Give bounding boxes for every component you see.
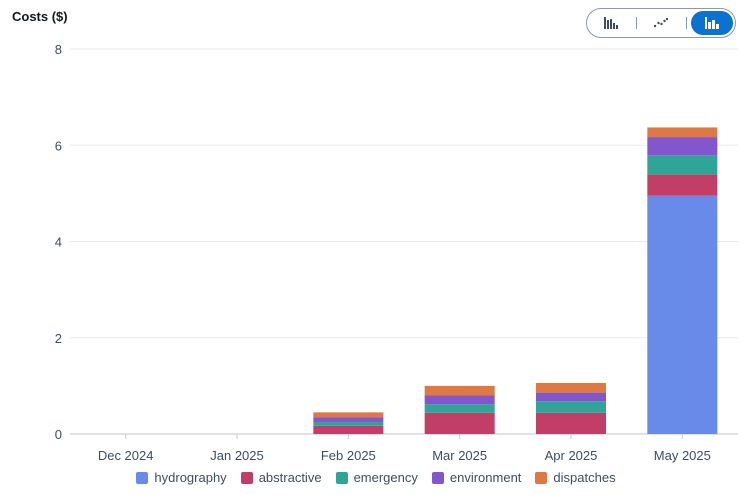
bar-segment <box>313 421 384 426</box>
bar-segment <box>313 417 384 422</box>
legend-item[interactable]: hydrography <box>136 470 227 485</box>
bar-segment <box>424 385 495 396</box>
y-tick-label: 2 <box>55 331 62 346</box>
bar-segment <box>424 404 495 413</box>
y-axis-title: Costs ($) <box>12 9 68 24</box>
legend-label: environment <box>449 470 522 485</box>
stacked-bar-chart-button[interactable] <box>691 11 733 35</box>
bar-segment <box>647 137 718 156</box>
bar-segment <box>647 195 718 434</box>
stacked-bar-chart-icon <box>705 17 719 29</box>
y-tick-label: 8 <box>55 42 62 57</box>
legend-swatch <box>136 471 149 484</box>
legend-item[interactable]: environment <box>431 470 522 485</box>
toggle-separator <box>686 17 687 29</box>
y-tick-label: 0 <box>55 427 62 442</box>
legend-swatch <box>431 471 444 484</box>
y-tick-label: 6 <box>55 138 62 153</box>
bar-chart-button[interactable] <box>589 11 633 35</box>
toggle-separator <box>636 17 637 29</box>
chart-legend: hydrography abstractive emergency environme… <box>0 470 752 485</box>
bar-segment <box>536 382 606 393</box>
chart-type-toggle <box>586 8 736 38</box>
bar-segment <box>647 127 718 138</box>
y-tick-label: 4 <box>55 235 62 250</box>
legend-label: emergency <box>353 470 418 485</box>
bar-segment <box>424 395 495 405</box>
bar-chart-icon <box>604 17 618 29</box>
legend-swatch <box>535 471 548 484</box>
line-chart-button[interactable] <box>639 11 683 35</box>
bar-segment <box>313 412 384 418</box>
legend-label: hydrography <box>154 470 227 485</box>
x-tick-label: Jan 2025 <box>210 448 264 463</box>
legend-swatch <box>240 471 253 484</box>
x-tick-label: Dec 2024 <box>98 448 154 463</box>
legend-label: abstractive <box>258 470 322 485</box>
bar-segment <box>424 412 495 434</box>
legend-item[interactable]: emergency <box>335 470 418 485</box>
bar-segment <box>647 174 718 196</box>
legend-swatch <box>335 471 348 484</box>
bar-segment <box>536 392 606 402</box>
bar-segment <box>536 412 606 434</box>
line-chart-icon <box>654 18 668 28</box>
bar-segment <box>536 401 606 413</box>
bar-segment <box>647 155 718 175</box>
x-tick-label: May 2025 <box>654 448 711 463</box>
bar-segment <box>313 425 384 434</box>
legend-label: dispatches <box>553 470 616 485</box>
x-tick-label: Feb 2025 <box>321 448 376 463</box>
legend-item[interactable]: dispatches <box>535 470 616 485</box>
x-tick-label: Apr 2025 <box>545 448 598 463</box>
legend-item[interactable]: abstractive <box>240 470 322 485</box>
x-tick-label: Mar 2025 <box>432 448 487 463</box>
